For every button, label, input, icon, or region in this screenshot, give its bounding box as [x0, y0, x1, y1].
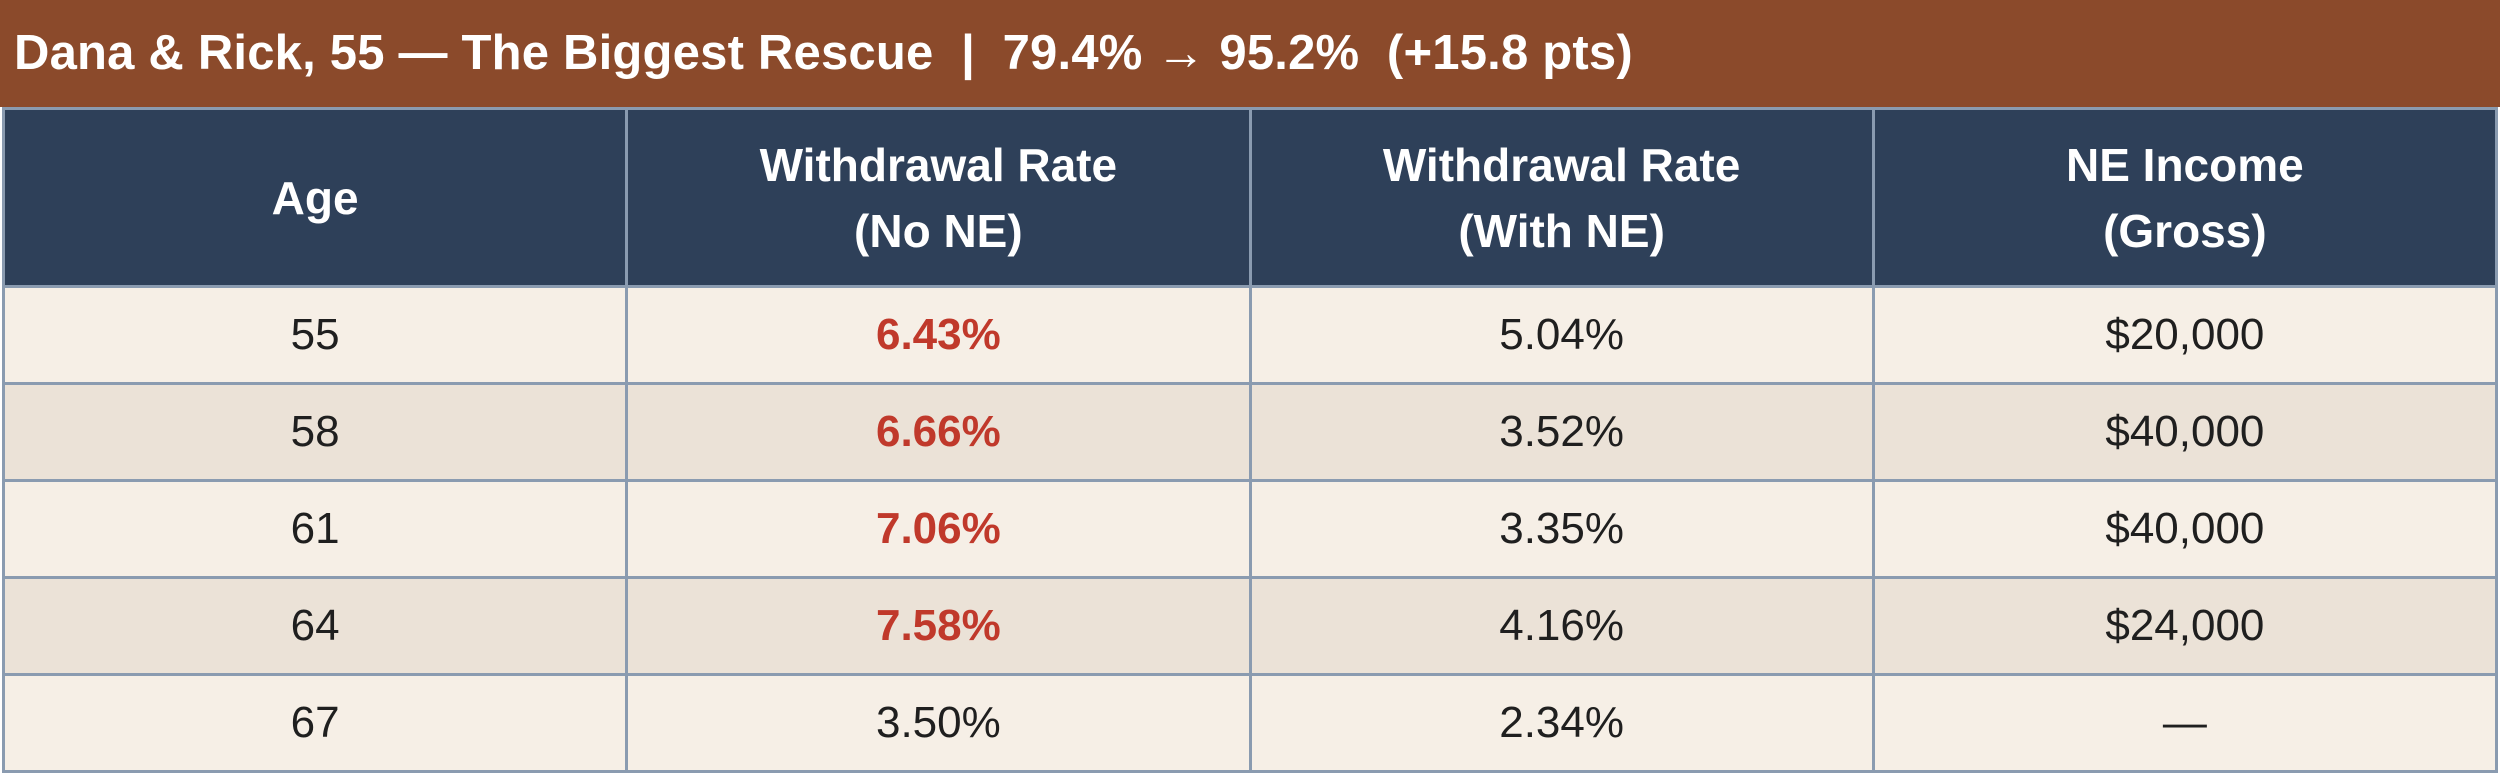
cell-ne-income: $40,000 — [1871, 479, 2499, 579]
header-ne-income-line-1: NE Income — [2066, 138, 2304, 191]
header-rate-no-ne-line-1: Withdrawal Rate — [759, 138, 1118, 191]
header-rate-with-ne-line-1: Withdrawal Rate — [1382, 138, 1741, 191]
table-row: 61 7.06% 3.35% $40,000 — [1, 479, 2499, 579]
cell-rate-no-ne: 7.58% — [625, 576, 1252, 676]
table-row: 58 6.66% 3.52% $40,000 — [1, 382, 2499, 482]
cell-rate-no-ne: 7.06% — [625, 479, 1252, 579]
table-row: 55 6.43% 5.04% $20,000 — [1, 285, 2499, 385]
cell-age: 67 — [1, 673, 629, 773]
cell-rate-with-ne: 4.16% — [1248, 576, 1875, 676]
page-title: Dana & Rick, 55 — The Biggest Rescue | 7… — [0, 0, 2500, 107]
cell-rate-no-ne: 6.43% — [625, 285, 1252, 385]
cell-ne-income: — — [1871, 673, 2499, 773]
cell-age: 58 — [1, 382, 629, 482]
table-row: 67 3.50% 2.34% — — [1, 673, 2499, 773]
header-age-line-1: Age — [271, 171, 359, 224]
cell-ne-income: $24,000 — [1871, 576, 2499, 676]
header-rate-no-ne: Withdrawal Rate (No NE) — [625, 107, 1252, 288]
cell-rate-with-ne: 3.52% — [1248, 382, 1875, 482]
cell-rate-with-ne: 5.04% — [1248, 285, 1875, 385]
header-rate-with-ne-line-2: (With NE) — [1458, 204, 1665, 257]
cell-ne-income: $20,000 — [1871, 285, 2499, 385]
header-age: Age — [1, 107, 629, 288]
cell-rate-with-ne: 2.34% — [1248, 673, 1875, 773]
table-row: 64 7.58% 4.16% $24,000 — [1, 576, 2499, 676]
table-header: Age Withdrawal Rate (No NE) Withdrawal R… — [1, 107, 2499, 288]
header-rate-no-ne-line-2: (No NE) — [854, 204, 1023, 257]
cell-rate-no-ne: 3.50% — [625, 673, 1252, 773]
withdrawal-rate-table: Age Withdrawal Rate (No NE) Withdrawal R… — [1, 107, 2499, 773]
header-rate-with-ne: Withdrawal Rate (With NE) — [1248, 107, 1875, 288]
table-header-row: Age Withdrawal Rate (No NE) Withdrawal R… — [1, 107, 2499, 288]
cell-age: 64 — [1, 576, 629, 676]
cell-age: 61 — [1, 479, 629, 579]
table-body: 55 6.43% 5.04% $20,000 58 6.66% 3.52% $4… — [1, 285, 2499, 773]
cell-rate-with-ne: 3.35% — [1248, 479, 1875, 579]
cell-age: 55 — [1, 285, 629, 385]
cell-rate-no-ne: 6.66% — [625, 382, 1252, 482]
header-ne-income: NE Income (Gross) — [1871, 107, 2499, 288]
cell-ne-income: $40,000 — [1871, 382, 2499, 482]
header-ne-income-line-2: (Gross) — [2103, 204, 2267, 257]
